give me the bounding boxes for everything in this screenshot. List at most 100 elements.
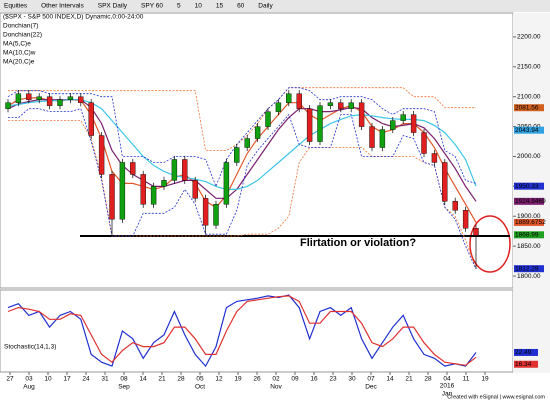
candle-body [338,102,344,109]
annotation: Flirtation or violation? [300,237,416,249]
month-label: Dec [365,384,377,391]
indicator-line [8,87,476,151]
indicator-line [8,120,477,270]
candle-body [452,201,458,211]
x-tick-label: 09 [291,376,299,383]
candle-body [306,108,313,142]
price-marker-label: 2081.56 [515,104,539,111]
month-label: Oct [195,384,205,391]
candle-body [244,138,250,148]
candle-body [379,129,386,148]
month-label: Jan [442,391,453,398]
candle-body [78,96,84,103]
candle-body [358,102,365,127]
candle-body [296,93,302,109]
y-tick-label: 2200.00 [517,34,541,41]
candle-body [67,96,74,100]
y-tick-label: 1800.00 [517,273,541,280]
candle-body [109,174,115,220]
price-marker-label: 2043.94 [515,127,539,134]
candle-body [150,186,157,205]
legend-entry: MA(10,C)w [3,50,36,57]
x-tick-label: 14 [386,376,394,383]
toolbar-item: 60 [237,3,245,10]
price-marker-label: 1950.33 [515,183,539,190]
x-tick-label: 14 [139,376,147,383]
year-label: 2016 [440,383,455,390]
x-tick-label: 24 [82,376,90,383]
candle-body [369,126,375,148]
chart-title: ($SPX - S&P 500 INDEX,D) Dynamic,0:00-24… [3,14,144,21]
x-tick-label: 02 [272,376,280,383]
candle-body [462,210,469,229]
toolbar-item: Daily [258,3,273,10]
x-tick-label: 07 [367,376,375,383]
candle-body [130,162,136,175]
candle-body [286,93,292,103]
candle-body [234,147,240,163]
x-tick-label: 23 [329,376,337,383]
candle-body [400,114,406,121]
x-tick-label: 27 [6,376,14,383]
x-tick-label: 11 [463,376,470,383]
price-marker [514,104,544,112]
candle-body [348,102,354,109]
candle-body [171,159,178,181]
month-label: Aug [23,384,35,391]
x-tick-label: 04 [443,376,451,383]
stochastic-marker [514,348,538,356]
stochastic-marker [514,360,538,368]
candle-body [98,135,105,175]
toolbar-item: 15 [216,3,224,10]
candle-body [192,180,198,199]
candle-body [202,198,209,226]
x-tick-label: 19 [481,376,489,383]
x-tick-label: 17 [63,376,71,383]
price-marker-label: 1812.29 [515,265,539,272]
candle-body [119,162,126,220]
price-panel [0,12,514,289]
x-tick-label: 31 [101,376,109,383]
x-tick-label: 08 [120,376,128,383]
candle-body [182,159,188,181]
stochastic-line [7,294,477,368]
y-tick-label: 1850.00 [517,243,541,250]
y-tick-label: 2000.00 [517,153,541,160]
candle-body [275,102,282,112]
x-tick-label: 05 [196,376,204,383]
indicator-line [8,108,477,270]
x-tick-label: 19 [234,376,242,383]
x-tick-label: 12 [215,376,223,383]
x-tick-label: 26 [253,376,261,383]
price-marker [514,126,544,134]
price-axis [513,13,550,373]
price-marker-label: 1924.9469 [515,198,546,205]
candle-body [265,111,271,127]
indicator-line [7,99,477,202]
candle-body [140,174,146,205]
legend-entry: MA(20,C)e [3,59,35,66]
price-marker [514,218,544,226]
candle-body [5,102,11,109]
price-marker [514,231,544,239]
x-tick-label: 28 [424,376,432,383]
x-tick-label: 30 [348,376,356,383]
legend-entry: Donchian(7) [3,23,38,30]
stochastic-line [7,295,477,366]
toolbar-item: 5 [177,3,181,10]
price-marker [514,265,544,273]
x-tick-label: 21 [405,376,413,383]
candle-body [410,114,417,133]
price-marker [514,197,544,205]
candle-body [161,180,167,187]
candle-body [213,204,219,226]
month-label: Sep [118,384,130,391]
candle-body [46,96,53,106]
candle-body [442,162,448,202]
x-tick-label: 10 [44,376,52,383]
toolbar-item: 10 [195,3,203,10]
candle-body [15,93,22,103]
stochastic-panel [0,289,514,373]
candle-body [390,120,396,130]
candle-body [421,132,427,154]
